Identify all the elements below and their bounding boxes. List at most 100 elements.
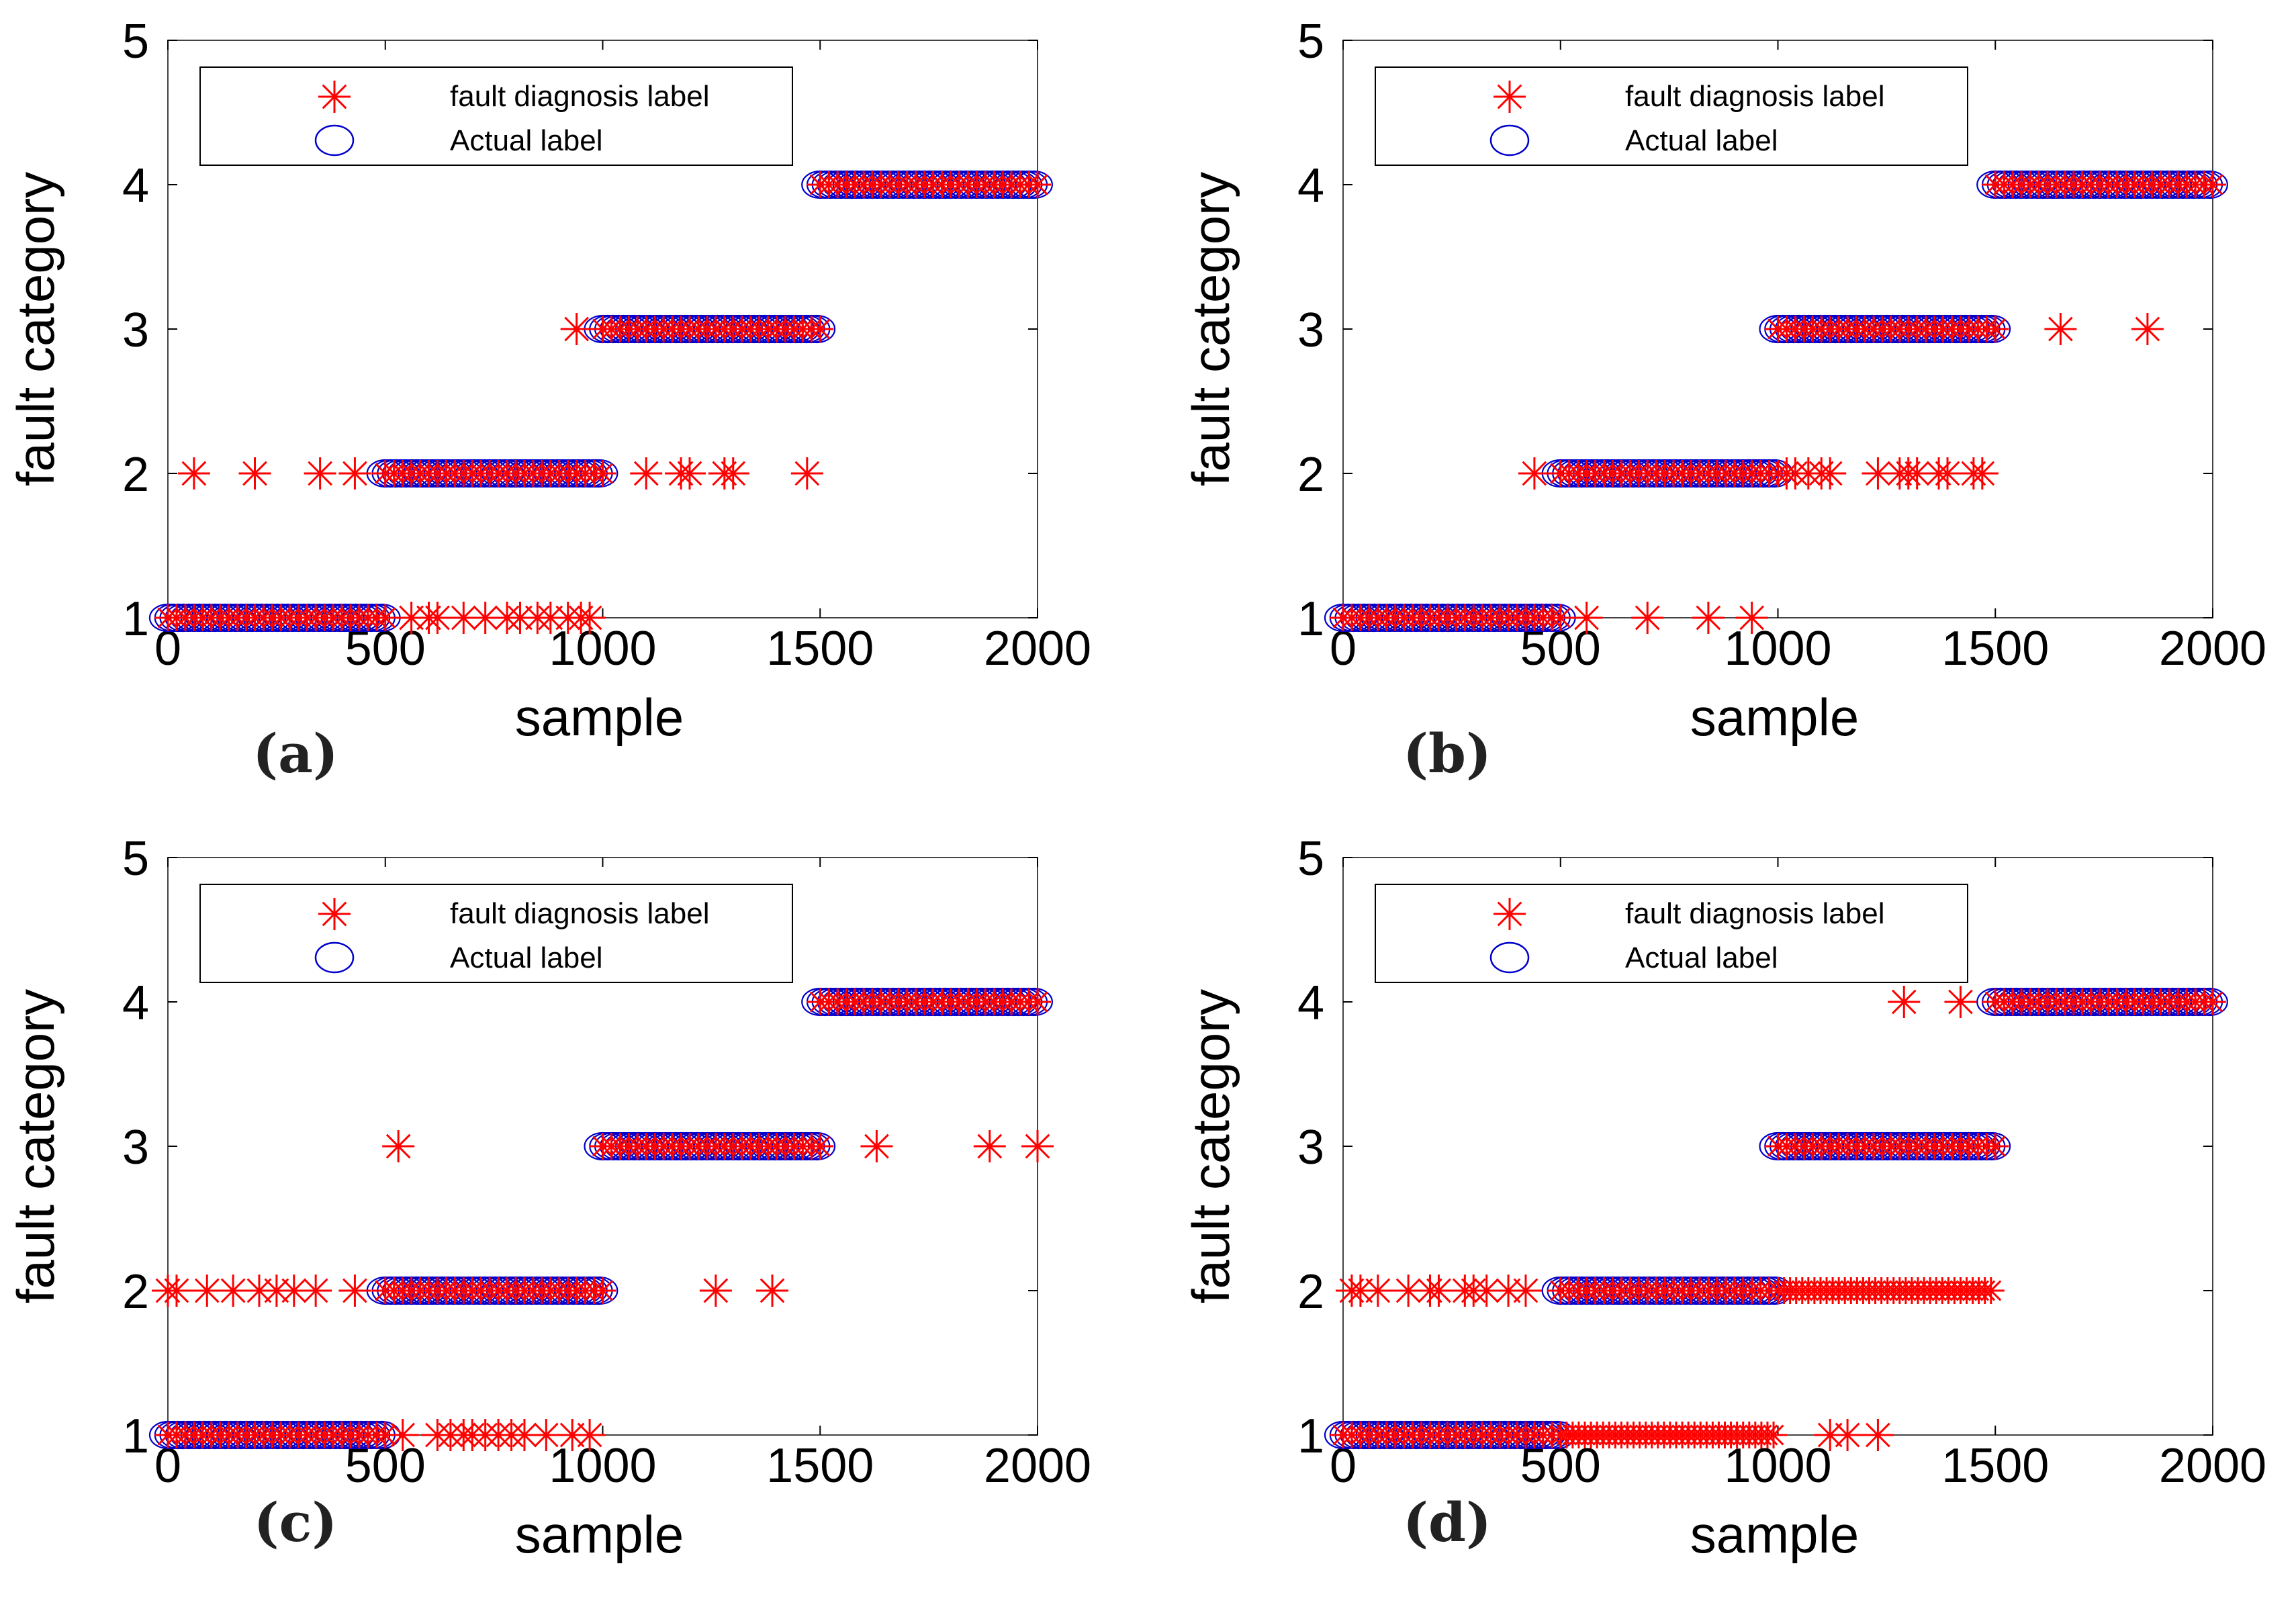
diagnosis-outlier-marker [338,1275,371,1307]
diagnosis-outlier-marker [573,602,606,634]
y-tick-label: 1 [1297,1409,1324,1463]
actual-label-series [1324,987,2228,1450]
diagnosis-outlier-marker [382,1130,415,1162]
diagnosis-marker [1982,1133,2009,1160]
diagnosis-marker [1024,171,1051,198]
x-axis-label: sample [515,1505,684,1564]
diagnosis-marker [1024,988,1051,1015]
x-tick-label: 1500 [1941,1439,2049,1493]
diagnosis-outlier-marker [1900,457,1933,490]
x-tick-label: 2000 [984,622,1091,676]
x-tick-label: 1000 [549,1439,656,1493]
diagnosis-outlier-marker [699,1275,732,1307]
diagnosis-outlier-marker [790,457,823,490]
diagnosis-outlier-marker [1862,457,1894,490]
diagnosis-outlier-marker [630,457,663,490]
diagnosis-outlier-marker [573,1419,606,1451]
legend-actual-icon [1489,124,1530,156]
diagnosis-outlier-marker [1735,602,1768,634]
y-tick-label: 1 [122,592,149,646]
legend: fault diagnosis label Actual label [1375,884,1968,983]
diagnosis-outlier-marker [1509,1275,1542,1307]
legend-actual-label: Actual label [1625,941,1778,974]
legend-actual-label: Actual label [450,124,602,157]
diagnosis-marker [807,1133,834,1160]
y-tick-label: 2 [1297,448,1324,502]
y-tick-label: 4 [1297,976,1324,1030]
diagnosis-outlier-marker [1814,457,1847,490]
legend-diagnosis-icon [318,81,351,113]
panel-label: (d) [1403,1491,1491,1554]
diagnosis-label-series [1330,171,2226,634]
diagnosis-label-series [1330,986,2226,1451]
diagnosis-marker [1982,316,2009,342]
y-tick-label: 4 [122,159,149,213]
legend: fault diagnosis label Actual label [199,66,793,166]
diagnosis-outlier-marker [556,1419,589,1451]
diagnosis-outlier-marker [300,1275,332,1307]
diagnosis-outlier-marker [504,602,537,634]
y-axis-label: fault category [1181,172,1240,486]
diagnosis-label-series [152,988,1054,1451]
x-tick-label: 1000 [1724,1439,1831,1493]
y-tick-label: 5 [122,15,149,68]
legend-box [199,884,793,983]
diagnosis-label-series [154,171,1051,634]
diagnosis-outlier-marker [1021,1130,1054,1162]
diagnosis-outlier-marker [560,313,593,345]
diagnosis-outlier-marker [1631,602,1664,634]
x-tick-label: 2000 [2159,622,2266,676]
x-tick-label: 1500 [1941,622,2049,676]
y-tick-label: 3 [1297,304,1324,357]
legend-actual-icon [314,124,355,156]
diagnosis-outlier-marker [1944,986,1977,1018]
diagnosis-outlier-marker [1831,1419,1864,1451]
legend-diagnosis-label: fault diagnosis label [450,80,709,113]
diagnosis-outlier-marker [674,457,706,490]
diagnosis-marker [2199,171,2226,198]
diagnosis-marker [807,316,834,342]
diagnosis-outlier-marker [1966,457,1999,490]
x-tick-label: 1000 [1724,622,1831,676]
legend-actual-icon [1489,941,1530,974]
x-tick-label: 2000 [2159,1439,2266,1493]
diagnosis-marker [1977,1277,2005,1304]
diagnosis-marker [589,460,616,487]
y-tick-label: 3 [122,304,149,357]
diagnosis-outlier-marker [1392,1275,1425,1307]
x-axis-label: sample [515,688,684,747]
panel-label: (a) [252,722,338,785]
diagnosis-outlier-marker [1518,457,1551,490]
y-tick-label: 5 [1297,15,1324,68]
legend-actual-label: Actual label [1625,124,1778,157]
y-tick-label: 4 [122,976,149,1030]
legend-box [1375,66,1968,166]
legend-diagnosis-icon [1494,81,1526,113]
legend-box [199,66,793,166]
diagnosis-outlier-marker [2044,313,2077,345]
y-axis-label: fault category [6,172,65,486]
y-tick-label: 5 [1297,832,1324,886]
y-tick-label: 4 [1297,159,1324,213]
diagnosis-marker [589,1277,616,1304]
x-axis-label: sample [1690,688,1859,747]
legend-diagnosis-icon [318,898,351,930]
legend-box [1375,884,1968,983]
diagnosis-outlier-marker [338,457,371,490]
diagnosis-outlier-marker [1570,602,1603,634]
diagnosis-outlier-marker [1361,1275,1394,1307]
panel-label: (b) [1403,722,1491,785]
diagnosis-outlier-marker [2131,313,2164,345]
diagnosis-outlier-marker [421,602,454,634]
diagnosis-outlier-marker [1888,986,1921,1018]
diagnosis-outlier-marker [1344,1275,1377,1307]
y-tick-label: 5 [122,832,149,886]
actual-label-series [148,987,1053,1450]
diagnosis-outlier-marker [238,457,271,490]
diagnosis-outlier-marker [973,1130,1006,1162]
y-tick-label: 1 [122,1409,149,1463]
diagnosis-outlier-marker [717,457,749,490]
